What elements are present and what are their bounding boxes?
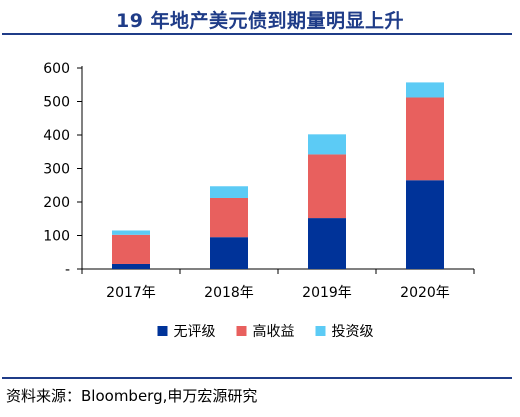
legend-swatch — [236, 326, 247, 336]
x-tick-label: 2020年 — [400, 285, 450, 301]
stacked-bar-chart: - 100 200 300 400 500 600 2017年 2018年 2019年 2020年无… — [43, 61, 475, 340]
legend-label: 高收益 — [253, 323, 295, 340]
bar-segment — [210, 186, 248, 198]
source-note: 资料来源：Bloomberg,申万宏源研究 — [6, 387, 258, 405]
y-tick-label: - — [65, 262, 70, 278]
x-tick-label: 2018年 — [204, 285, 254, 301]
bar-segment — [112, 234, 150, 264]
y-tick-label: 100 — [43, 229, 70, 245]
bar-segment — [406, 82, 444, 98]
y-tick-label: 300 — [43, 162, 70, 178]
bar-segment — [308, 218, 346, 269]
legend-label: 无评级 — [174, 324, 216, 340]
bar-segment — [308, 154, 346, 219]
legend-label: 投资级 — [332, 324, 374, 340]
title-divider — [2, 33, 512, 35]
legend-swatch — [315, 326, 326, 336]
y-tick-label: 600 — [43, 61, 70, 77]
bar-segment — [112, 230, 150, 235]
y-tick-label: 500 — [43, 95, 70, 111]
y-tick-label: 400 — [43, 128, 70, 144]
x-tick-label: 2019年 — [302, 285, 352, 301]
bar-segment — [308, 134, 346, 155]
bar-segment — [210, 237, 248, 269]
title-area: 19 年地产美元债到期量明显上升 — [0, 0, 520, 35]
y-tick-label: 200 — [43, 195, 70, 211]
bar-segment — [406, 180, 444, 269]
x-tick-label: 2017年 — [106, 285, 156, 301]
footer-divider — [2, 377, 512, 379]
bar-segment — [210, 197, 248, 238]
chart-title: 19 年地产美元债到期量明显上升 — [115, 10, 405, 32]
bar-segment — [112, 263, 150, 269]
legend-swatch — [157, 326, 168, 336]
bar-segment — [406, 97, 444, 181]
